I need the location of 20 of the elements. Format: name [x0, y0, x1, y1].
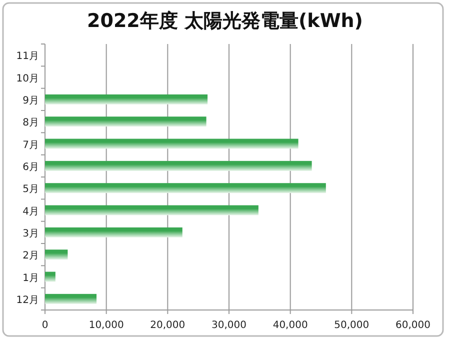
y-tick-label: 7月 [22, 140, 39, 151]
y-tick-label: 5月 [22, 184, 39, 196]
x-tick-label: 0 [42, 320, 48, 331]
y-tick-label: 1月 [22, 272, 39, 284]
y-tick-label: 6月 [22, 162, 39, 173]
x-tick-label: 10,000 [88, 320, 124, 331]
y-tick-label: 12月 [16, 294, 39, 306]
y-tick-label: 3月 [22, 228, 39, 240]
y-tick-label: 11月 [16, 51, 39, 62]
chart-title: 2022年度 太陽光発電量(kWh) [87, 10, 363, 32]
x-tick-label: 20,000 [150, 320, 186, 331]
x-tick-label: 40,000 [272, 320, 308, 331]
y-tick-label: 4月 [22, 206, 39, 218]
x-tick-label: 30,000 [212, 320, 246, 331]
y-tick-label: 9月 [22, 95, 39, 106]
y-tick-label: 10月 [16, 73, 39, 84]
y-tick-label: 8月 [22, 118, 39, 129]
x-tick-label: 50,000 [334, 320, 370, 331]
x-tick-label: 60,000 [396, 320, 430, 331]
y-tick-label: 2月 [22, 250, 39, 262]
